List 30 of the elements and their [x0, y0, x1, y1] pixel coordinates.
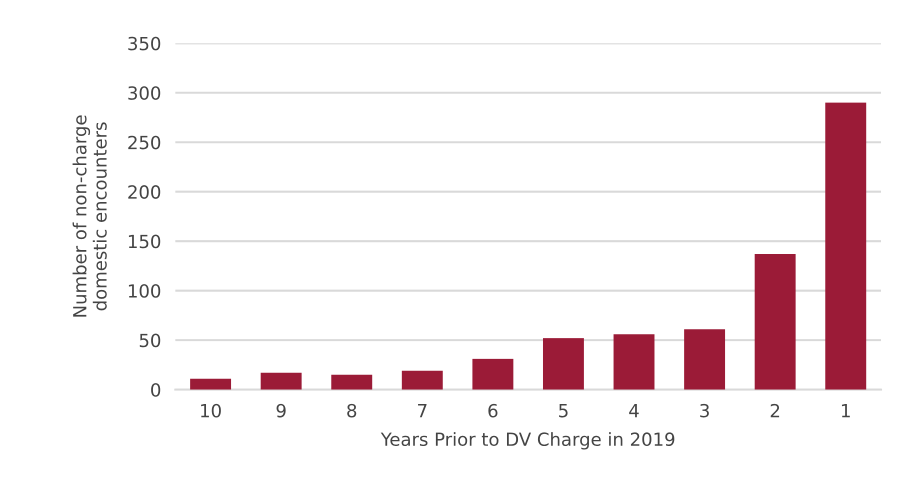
bar — [260, 372, 302, 390]
y-tick-label: 100 — [128, 284, 160, 298]
x-axis-title: Years Prior to DV Charge in 2019 — [380, 432, 674, 450]
bar — [331, 374, 372, 390]
bar — [684, 329, 726, 390]
y-tick-label: 300 — [128, 86, 160, 100]
x-tick-label: 8 — [347, 404, 356, 418]
bar — [472, 358, 514, 390]
bar — [754, 254, 796, 390]
x-tick-label: 1 — [842, 404, 850, 418]
x-tick-label: 7 — [418, 404, 427, 418]
y-tick-label: 50 — [140, 334, 160, 348]
y-tick-label: 350 — [128, 36, 160, 50]
x-tick-label: 4 — [629, 404, 639, 418]
x-tick-label: 9 — [276, 404, 286, 418]
bar — [190, 378, 232, 390]
x-tick-label: 6 — [488, 404, 498, 418]
x-tick-label: 2 — [770, 404, 780, 418]
x-tick-label: 5 — [559, 404, 568, 418]
bar — [542, 338, 584, 390]
y-tick-label: 200 — [128, 185, 160, 199]
bar — [402, 370, 443, 390]
y-axis-title: Number of non-charge domestic encounters — [72, 115, 107, 317]
bar — [614, 334, 654, 390]
y-tick-label: 150 — [128, 234, 160, 248]
y-tick-label: 0 — [151, 383, 160, 397]
bar — [825, 102, 866, 390]
x-tick-label: 10 — [201, 404, 221, 418]
x-tick-label: 3 — [700, 404, 709, 418]
y-tick-label: 250 — [128, 136, 160, 150]
